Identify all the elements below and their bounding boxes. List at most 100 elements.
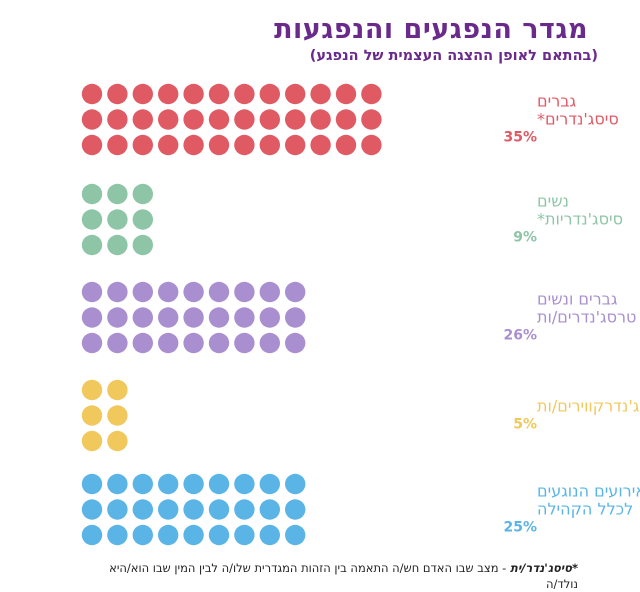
dot [183,134,204,156]
dot [208,281,230,303]
dot [285,332,306,354]
dot [208,109,230,130]
dot [208,134,230,156]
dot [107,281,128,303]
dot [81,332,103,354]
dot [335,109,357,130]
dot [310,109,331,130]
dot [285,307,306,328]
dot [285,109,306,130]
category-label-line: סיסג'נדרים* [537,110,619,129]
dot [208,83,230,105]
dot [132,109,153,130]
dot [259,281,280,303]
category-label-line: גברים ונשים [537,290,618,309]
dot [107,405,128,426]
dot [107,430,128,452]
dot [132,83,153,105]
category-label-line: סיסג'נדריות* [537,210,623,229]
dot [81,430,103,452]
dot [132,499,153,520]
dot [132,332,153,354]
dot [234,109,255,130]
dot [107,499,128,520]
value-label: 9% [513,230,537,246]
dot [335,83,357,105]
dot [81,134,103,156]
dot [183,109,204,130]
dot [81,524,103,546]
dot [234,473,255,495]
dot [81,183,103,205]
dot [158,281,179,303]
dot [285,281,306,303]
dot [132,134,153,156]
dot [208,307,230,328]
category-label-line: גברים [537,92,576,111]
dot [183,524,204,546]
dot [259,473,280,495]
dot [107,183,128,205]
dot [234,134,255,156]
dot [81,379,103,401]
dot [234,499,255,520]
value-label: 35% [503,130,537,146]
dot [208,524,230,546]
dot [107,379,128,401]
dot [158,134,179,156]
dot [234,524,255,546]
dot [132,183,153,205]
dot [81,499,103,520]
dot [107,134,128,156]
dot [234,83,255,105]
dot [361,109,382,130]
page-subtitle: (בהתאם לאופן ההצגה העצמית של הנפגע) [309,48,598,64]
value-label: 25% [503,520,537,536]
dot [132,234,153,256]
dot [132,524,153,546]
category-label-line: טרסג'נדרים/ות [537,308,636,327]
dot [81,473,103,495]
dot [107,307,128,328]
dot [259,307,280,328]
footnote: *סיסג'נדר/ית - מצב שבו האדם חש/ה התאמה ב… [108,560,578,592]
dot [158,524,179,546]
dot [132,473,153,495]
dot [183,499,204,520]
dot [361,83,382,105]
dot [208,473,230,495]
dot [285,499,306,520]
dot [107,473,128,495]
dot [285,524,306,546]
dot [259,524,280,546]
dot [158,109,179,130]
dot [310,134,331,156]
dot [259,499,280,520]
category-label-line: אירועים הנוגעים [537,482,640,501]
dot [183,332,204,354]
dot [107,83,128,105]
category-label-line: ג'נדרקווירים/ות [537,397,640,416]
dot [158,332,179,354]
dot [107,234,128,256]
dot [132,209,153,230]
dot [183,281,204,303]
category-label-line: לכלל הקהילה [537,500,633,519]
dot [81,109,103,130]
footnote-term: *סיסג'נדר/ית [509,561,578,575]
dot [234,332,255,354]
dot [158,473,179,495]
dot [361,134,382,156]
dot [81,281,103,303]
dot [183,473,204,495]
dot [158,499,179,520]
dot [259,332,280,354]
dot [132,281,153,303]
dot [183,307,204,328]
value-label: 26% [503,328,537,344]
dot [208,332,230,354]
category-label-line: נשים [537,192,569,211]
